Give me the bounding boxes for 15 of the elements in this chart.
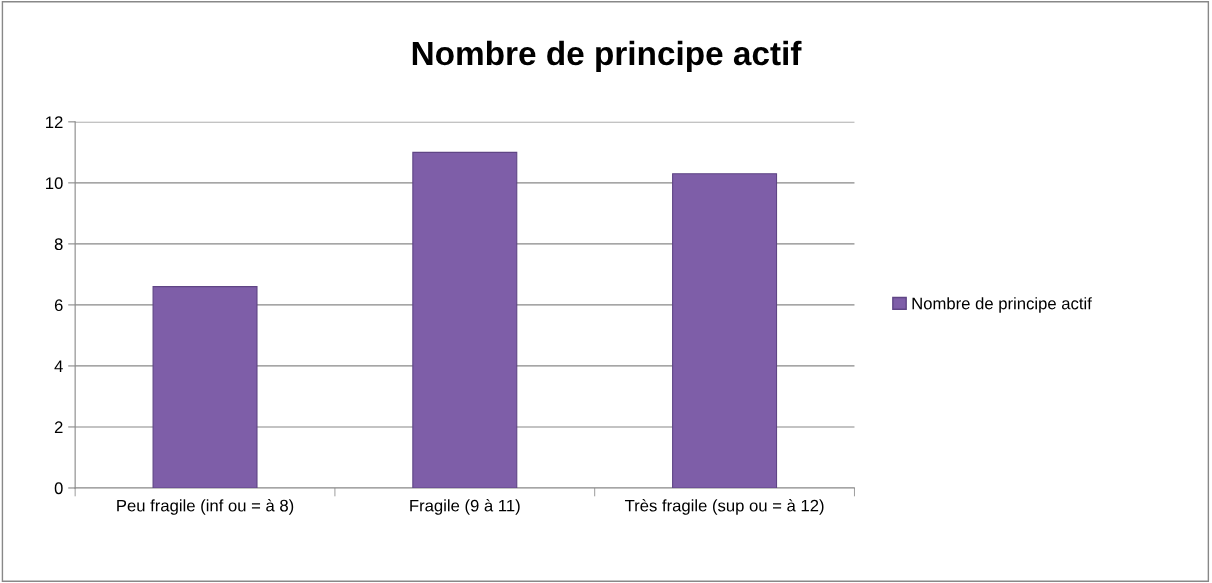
- x-tick-label: Très fragile (sup ou = à 12): [624, 499, 824, 515]
- bar: [672, 173, 778, 488]
- y-tick-label: 6: [54, 299, 63, 312]
- bar: [412, 151, 518, 488]
- bar: [152, 286, 258, 488]
- legend-label: Nombre de principe actif: [912, 297, 1092, 313]
- y-tick-label: 0: [54, 482, 63, 495]
- chart-title: Nombre de principe actif: [412, 40, 802, 72]
- x-tick-label: Fragile (9 à 11): [410, 499, 520, 515]
- y-tick-label: 8: [54, 238, 63, 251]
- x-tick-label: Peu fragile (inf ou = à 8): [117, 499, 294, 515]
- y-tick-label: 12: [46, 116, 63, 128]
- y-tick-label: 10: [46, 177, 63, 190]
- y-tick-label: 4: [54, 360, 63, 372]
- y-tick-label: 2: [54, 421, 63, 433]
